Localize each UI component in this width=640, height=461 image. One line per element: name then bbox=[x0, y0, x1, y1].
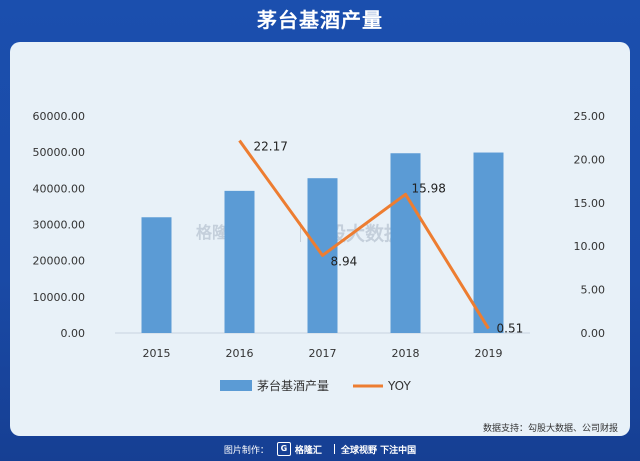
footer-made-by: 图片制作： bbox=[223, 445, 269, 456]
x-tick-label: 2019 bbox=[475, 347, 503, 360]
footer: 图片制作： G 格隆汇 全球视野 下注中国 bbox=[0, 437, 640, 461]
y-right-tick-label: 25.00 bbox=[574, 110, 606, 123]
y-left-tick-label: 10000.00 bbox=[33, 291, 86, 304]
legend-bar-label: 茅台基酒产量 bbox=[257, 378, 329, 393]
y-right-tick-label: 15.00 bbox=[574, 197, 606, 210]
footer-brand: 格隆汇 bbox=[294, 445, 322, 456]
yoy-data-label: 15.98 bbox=[412, 181, 446, 195]
x-tick-label: 2017 bbox=[309, 347, 337, 360]
legend-bar-swatch bbox=[220, 380, 252, 391]
chart-title: 茅台基酒产量 bbox=[257, 8, 383, 32]
yoy-line bbox=[238, 139, 490, 330]
y-left-tick-label: 60000.00 bbox=[33, 110, 86, 123]
legend-line-label: YOY bbox=[387, 379, 411, 393]
source-note: 数据支持：勾股大数据、公司财报 bbox=[482, 424, 618, 434]
y-right-tick-label: 5.00 bbox=[581, 284, 606, 297]
y-right-tick-label: 20.00 bbox=[574, 153, 606, 166]
y-left-tick-label: 50000.00 bbox=[33, 146, 86, 159]
brand-logo-icon: G bbox=[276, 442, 291, 456]
y-right-tick-label: 0.00 bbox=[581, 327, 606, 340]
y-left-tick-label: 30000.00 bbox=[33, 219, 86, 232]
bar bbox=[390, 153, 421, 333]
y-left-tick-label: 20000.00 bbox=[33, 255, 86, 268]
bar bbox=[224, 190, 255, 333]
footer-slogan: 全球视野 下注中国 bbox=[340, 445, 417, 456]
y-left-tick-label: 40000.00 bbox=[33, 182, 86, 195]
y-right-tick-label: 10.00 bbox=[574, 240, 606, 253]
y-left-tick-label: 0.00 bbox=[61, 327, 86, 340]
footer-divider bbox=[333, 444, 335, 454]
watermark-divider bbox=[300, 222, 301, 242]
x-tick-label: 2016 bbox=[226, 347, 254, 360]
yoy-data-label: 0.51 bbox=[497, 322, 524, 336]
yoy-data-label: 22.17 bbox=[254, 140, 288, 154]
yoy-data-label: 8.94 bbox=[331, 254, 358, 268]
x-tick-label: 2015 bbox=[143, 347, 171, 360]
x-tick-label: 2018 bbox=[392, 347, 420, 360]
bar bbox=[473, 152, 504, 333]
bar bbox=[141, 217, 172, 333]
